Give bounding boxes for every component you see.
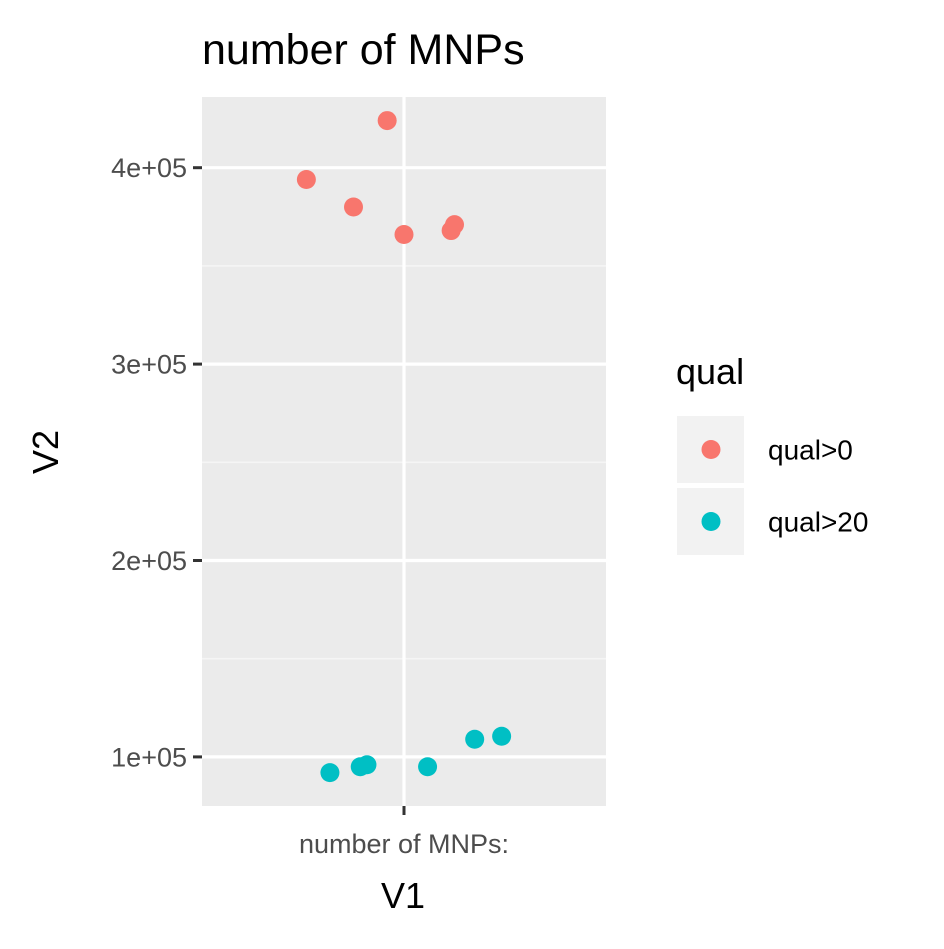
legend-title: qual xyxy=(676,351,744,392)
data-point xyxy=(344,197,363,217)
series-qual-gt-20 xyxy=(320,726,512,783)
y-axis-title: V2 xyxy=(25,430,66,474)
legend-entries: qual>0 qual>20 xyxy=(677,416,868,555)
data-point xyxy=(377,111,397,131)
x-axis-title: V1 xyxy=(381,875,425,916)
legend-key-swatch xyxy=(701,440,721,459)
y-axis: 1e+05 2e+05 3e+05 4e+05 xyxy=(111,153,202,772)
data-point xyxy=(418,757,438,777)
legend-entry: qual>0 xyxy=(677,416,853,483)
legend: qual qual>0 qual>20 xyxy=(676,351,868,555)
legend-entry: qual>20 xyxy=(677,488,868,555)
data-point xyxy=(394,224,414,244)
legend-key-swatch xyxy=(701,512,721,531)
data-point xyxy=(320,763,340,783)
y-tick-label: 3e+05 xyxy=(111,350,187,380)
data-point xyxy=(445,215,464,235)
x-tick-label: number of MNPs: xyxy=(299,829,509,859)
data-points xyxy=(296,111,512,783)
y-tick-label: 4e+05 xyxy=(111,153,187,183)
chart-title: number of MNPs xyxy=(202,26,525,74)
major-gridlines xyxy=(202,97,606,806)
x-axis: number of MNPs: xyxy=(299,806,509,859)
y-tick-label: 1e+05 xyxy=(111,742,187,772)
data-point xyxy=(296,169,316,189)
series-qual-gt-0 xyxy=(296,111,464,244)
data-point xyxy=(465,729,485,749)
legend-label: qual>0 xyxy=(768,435,853,466)
data-point xyxy=(357,755,377,775)
data-point xyxy=(492,726,512,746)
y-tick-label: 2e+05 xyxy=(111,546,187,576)
legend-label: qual>20 xyxy=(768,507,868,538)
